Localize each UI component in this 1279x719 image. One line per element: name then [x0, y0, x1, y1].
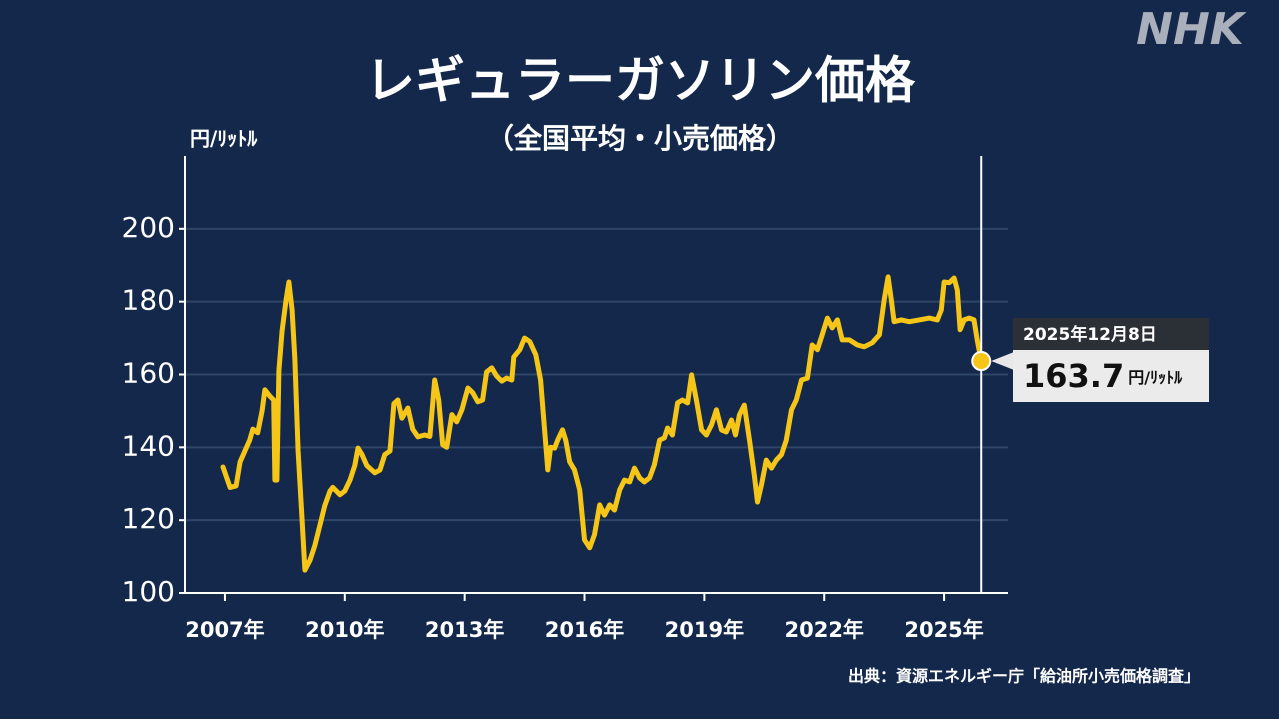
callout-pointer [991, 352, 1014, 371]
x-tick-label: 2022年 [784, 618, 863, 642]
chart-subtitle: （全国平均・小売価格） [486, 122, 794, 155]
x-tick-label: 2019年 [665, 618, 744, 642]
y-tick-label: 120 [122, 502, 175, 535]
y-tick-label: 140 [122, 429, 175, 462]
callout-date: 2025年12月8日 [1023, 324, 1157, 345]
callout-unit: 円/ﾘｯﾄﾙ [1128, 368, 1183, 387]
callout-number: 163.7 [1023, 357, 1124, 395]
y-tick-label: 100 [122, 575, 175, 608]
chart-title: レギュラーガソリン価格 [365, 52, 916, 110]
x-tick-label: 2010年 [305, 618, 384, 642]
y-tick-label: 200 [122, 211, 175, 244]
source: 出典：資源エネルギー庁「給油所小売価格調査」 [848, 667, 1200, 686]
callout-header [1013, 318, 1209, 350]
logo: NHK [1136, 4, 1247, 55]
x-tick-label: 2025年 [904, 618, 983, 642]
x-tick-label: 2007年 [185, 618, 264, 642]
callout-body [1013, 350, 1209, 402]
x-tick-label: 2016年 [545, 618, 624, 642]
y-tick-label: 180 [122, 284, 175, 317]
x-tick-label: 2013年 [425, 618, 504, 642]
y-tick-label: 160 [122, 357, 175, 390]
y-axis-label: 円/ﾘｯﾄﾙ [190, 127, 258, 151]
latest-point [971, 351, 992, 372]
price-line [220, 274, 984, 573]
callout-value: 163.7 円/ﾘｯﾄﾙ [1023, 357, 1183, 395]
